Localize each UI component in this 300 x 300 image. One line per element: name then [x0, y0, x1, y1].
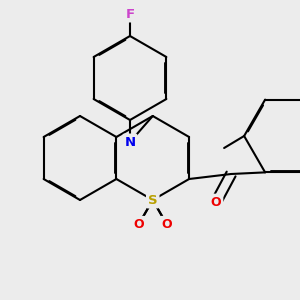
Text: F: F	[125, 8, 135, 20]
Text: O: O	[134, 218, 144, 231]
Text: S: S	[148, 194, 158, 206]
Text: O: O	[161, 218, 172, 231]
Text: N: N	[124, 136, 136, 148]
Text: O: O	[211, 196, 221, 208]
